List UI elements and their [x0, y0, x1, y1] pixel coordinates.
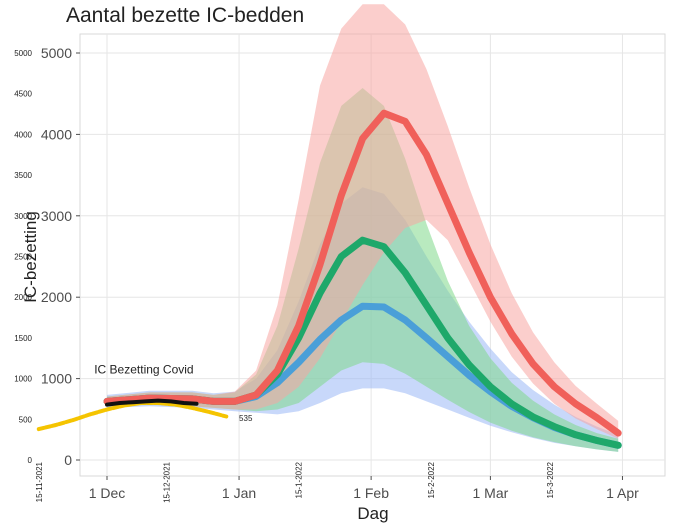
secondary-y-tick-0: 0 [28, 456, 33, 465]
x-axis-title: Dag [357, 504, 388, 523]
secondary-x-tick-15-3-2022: 15-3-2022 [546, 461, 555, 498]
secondary-y-tick-4500: 4500 [14, 90, 32, 99]
secondary-y-tick-1000: 1000 [14, 375, 32, 384]
secondary-y-tick-5000: 5000 [14, 49, 32, 58]
x-tick-label-1-mar: 1 Mar [473, 485, 509, 501]
secondary-x-tick-15-12-2021: 15-12-2021 [163, 461, 172, 502]
x-tick-label-1-dec: 1 Dec [89, 485, 126, 501]
y-tick-label-3000: 3000 [41, 208, 72, 224]
secondary-y-tick-4000: 4000 [14, 130, 32, 139]
annotations: IC Bezetting Covid 535 [94, 363, 253, 423]
y-tick-label-5000: 5000 [41, 45, 72, 61]
secondary-y-tick-3500: 3500 [14, 171, 32, 180]
secondary-x-tick-15-2-2022: 15-2-2022 [427, 461, 436, 498]
x-axis-ticks: 1 Dec 1 Jan 1 Feb 1 Mar 1 Apr [89, 476, 639, 501]
secondary-y-axis-ticks: 0 500 1000 1500 2000 2500 3000 3500 4000 4500 5000 [14, 49, 32, 465]
secondary-x-axis-ticks: 15-11-2021 15-12-2021 15-1-2022 15-2-2022 15… [35, 461, 555, 502]
secondary-y-tick-2500: 2500 [14, 253, 32, 262]
rood-scenario-band [107, 4, 619, 439]
y-tick-label-0: 0 [64, 452, 72, 468]
secondary-y-tick-3000: 3000 [14, 212, 32, 221]
secondary-y-tick-2000: 2000 [14, 293, 32, 302]
rood-scenario-line [103, 109, 622, 437]
observed-series-label: IC Bezetting Covid [94, 363, 193, 377]
gemeten-line [105, 398, 199, 407]
chart-title: Aantal bezette IC-bedden [66, 4, 304, 27]
y-axis-ticks: 0 1000 2000 3000 4000 5000 [41, 45, 80, 468]
x-tick-label-1-apr: 1 Apr [606, 485, 639, 501]
secondary-y-tick-500: 500 [19, 415, 33, 424]
y-tick-label-4000: 4000 [41, 126, 72, 142]
series-lines [36, 109, 622, 449]
x-tick-label-1-feb: 1 Feb [353, 485, 389, 501]
latest-value-label: 535 [239, 414, 253, 423]
y-tick-label-1000: 1000 [41, 371, 72, 387]
secondary-y-tick-1500: 1500 [14, 334, 32, 343]
x-tick-label-1-jan: 1 Jan [222, 485, 256, 501]
y-tick-label-2000: 2000 [41, 289, 72, 305]
ic-bezetting-covid-line [36, 401, 229, 432]
secondary-x-tick-15-11-2021: 15-11-2021 [35, 461, 44, 502]
y-axis-title: IC-bezetting [21, 211, 40, 303]
secondary-x-tick-15-1-2022: 15-1-2022 [295, 461, 304, 498]
